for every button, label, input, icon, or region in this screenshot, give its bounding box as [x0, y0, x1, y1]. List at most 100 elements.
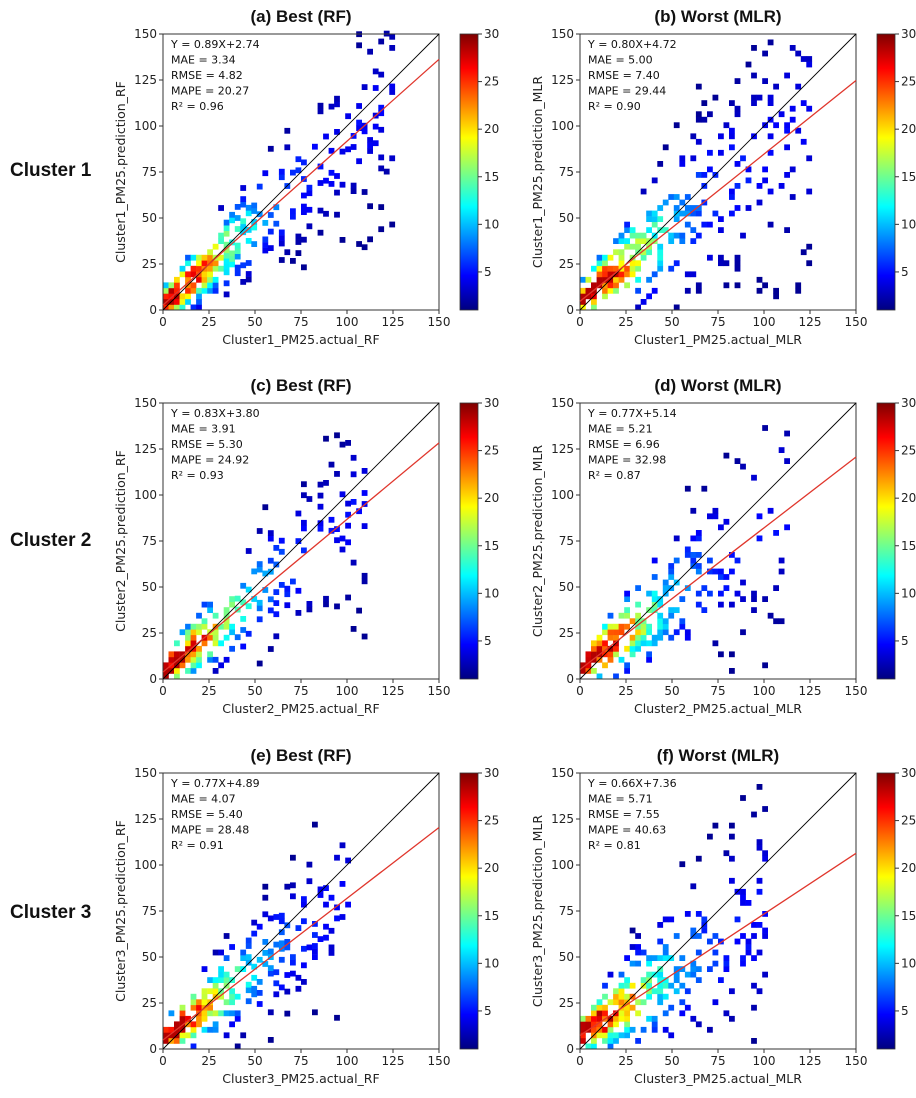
- panel-c-density-cell: [256, 605, 263, 612]
- panel-b-density-cell: [712, 94, 719, 101]
- panel-a-density-cell: [267, 245, 274, 251]
- panel-a-colorbar-tick-label: 30: [484, 27, 499, 41]
- panel-d-density-cell: [591, 640, 597, 647]
- panel-b-density-cell: [673, 304, 680, 311]
- panel-e-density-cell: [229, 993, 235, 1000]
- panel-f-density-cell: [740, 955, 746, 961]
- panel-e-density-cell: [245, 937, 252, 944]
- panel-f-density-cell: [607, 1032, 614, 1039]
- panel-a-density-cell: [179, 304, 186, 311]
- panel-c-density-cell: [339, 546, 346, 553]
- panel-c-colorbar-tick-label: 5: [484, 634, 492, 648]
- panel-b-y-tick-label: 125: [551, 73, 574, 87]
- panel-b-density-cell: [602, 265, 608, 272]
- panel-f-density-cell: [695, 966, 702, 972]
- panel-c-density-cell: [295, 538, 302, 544]
- panel-f-density-cell: [662, 993, 669, 1000]
- panel-e-density-cell: [218, 977, 224, 983]
- panel-b-density-cell: [679, 210, 686, 217]
- panel-b-density-cell: [657, 265, 664, 272]
- panel-e-density-cell: [290, 854, 296, 861]
- panel-c-density-cell: [345, 511, 351, 518]
- panel-e-density-cell: [174, 1038, 180, 1044]
- panel-b-density-cell: [729, 127, 735, 134]
- panel-e-density-cell: [323, 934, 329, 941]
- panel-d-y-axis-label: Cluster2_PM25.prediction_MLR: [530, 445, 545, 637]
- panel-b-colorbar-tick-label: 30: [901, 27, 916, 41]
- panel-a-density-cell: [295, 156, 302, 163]
- panel-a-density-cell: [383, 168, 390, 175]
- panel-b-density-cell: [756, 287, 763, 294]
- panel-e-density-cell: [334, 854, 340, 861]
- panel-b-x-axis-label: Cluster1_PM25.actual_MLR: [634, 332, 802, 347]
- panel-e-colorbar-tick-label: 5: [484, 1004, 492, 1018]
- panel-e-density-cell: [218, 949, 224, 956]
- panel-d-density-cell: [684, 546, 691, 553]
- panel-c-density-cell: [190, 623, 197, 630]
- panel-b: (b) Worst (MLR) 00 25 25 50 50 75 75 100 100 125 12…: [530, 7, 916, 347]
- panel-e-density-cell: [218, 971, 224, 978]
- panel-e-density-cell: [196, 999, 202, 1006]
- panel-f-density-cell: [756, 844, 763, 851]
- panel-f: (f) Worst (MLR) 00 25 25 50 50 75 75 100 100 125 12…: [530, 746, 916, 1086]
- panel-c-density-cell: [179, 651, 186, 658]
- panel-c-density-cell: [301, 481, 307, 488]
- panel-e-x-tick-label: 75: [293, 1054, 308, 1068]
- panel-d-density-cell: [657, 612, 664, 619]
- panel-e-y-tick-label: 75: [142, 904, 157, 918]
- panel-d-colorbar-tick-label: 10: [901, 586, 916, 600]
- panel-c-stat-line: R² = 0.93: [171, 469, 224, 482]
- panel-f-density-cell: [690, 927, 697, 934]
- panel-a-density-cell: [185, 299, 191, 305]
- panel-b-density-cell: [640, 299, 647, 305]
- panel-e-x-tick-label: 25: [201, 1054, 216, 1068]
- panel-c-density-cell: [190, 656, 197, 663]
- panel-e-density-cell: [201, 1015, 208, 1022]
- panel-b-density-cell: [745, 177, 752, 184]
- panel-d-y-tick-label: 25: [559, 626, 574, 640]
- panel-c-density-cell: [317, 481, 324, 488]
- panel-a-density-cell: [234, 242, 241, 249]
- panel-d-density-cell: [740, 463, 746, 470]
- panel-a-colorbar-tick-label: 25: [484, 75, 499, 89]
- panel-a-density-cell: [234, 264, 241, 271]
- panel-e-density-cell: [234, 993, 241, 1000]
- panel-a-density-cell: [378, 104, 385, 111]
- panel-f-density-cell: [762, 850, 768, 857]
- panel-a-x-tick-label: 50: [247, 315, 262, 329]
- panel-a-density-cell: [185, 293, 191, 300]
- panel-b-density-cell: [607, 282, 614, 289]
- panel-b-density-cell: [596, 260, 603, 267]
- panel-a-density-cell: [334, 101, 340, 108]
- panel-f-density-cell: [613, 1021, 619, 1028]
- panel-c-density-cell: [190, 640, 197, 647]
- panel-d-density-cell: [734, 458, 741, 464]
- panel-c-density-cell: [284, 602, 291, 609]
- panel-f-density-cell: [657, 938, 664, 945]
- panel-b-density-cell: [695, 210, 702, 217]
- panel-f-density-cell: [591, 1043, 597, 1050]
- panel-a: (a) Best (RF) 00 25 25 50 50 75 75 100 100 125 125 1…: [113, 7, 499, 347]
- panel-f-colorbar-tick-label: 30: [901, 766, 916, 780]
- panel-a-density-cell: [174, 282, 180, 289]
- panel-c-y-tick-label: 100: [134, 488, 157, 502]
- panel-c-density-cell: [212, 640, 219, 647]
- panel-f-density-cell: [624, 993, 630, 1000]
- panel-f-density-cell: [695, 977, 702, 983]
- panel-b-density-cell: [695, 282, 702, 289]
- panel-b-density-cell: [784, 127, 790, 134]
- panel-b-density-cell: [684, 205, 691, 211]
- panel-c-density-cell: [361, 578, 368, 585]
- panel-e-density-cell: [251, 930, 258, 937]
- panel-d-density-cell: [701, 585, 708, 591]
- panel-a-regression-line: [162, 58, 440, 306]
- panel-a-density-cell: [256, 183, 263, 190]
- panel-b-density-cell: [690, 238, 697, 244]
- panel-a-colorbar-tick-label: 10: [484, 217, 499, 231]
- panel-f-density-cell: [751, 811, 757, 818]
- panel-a-density-cell: [223, 258, 230, 265]
- panel-b-density-cell: [718, 254, 724, 261]
- panel-f-density-cell: [591, 1010, 597, 1017]
- panel-d-density-cell: [613, 623, 619, 630]
- panel-f-y-tick-label: 25: [559, 996, 574, 1010]
